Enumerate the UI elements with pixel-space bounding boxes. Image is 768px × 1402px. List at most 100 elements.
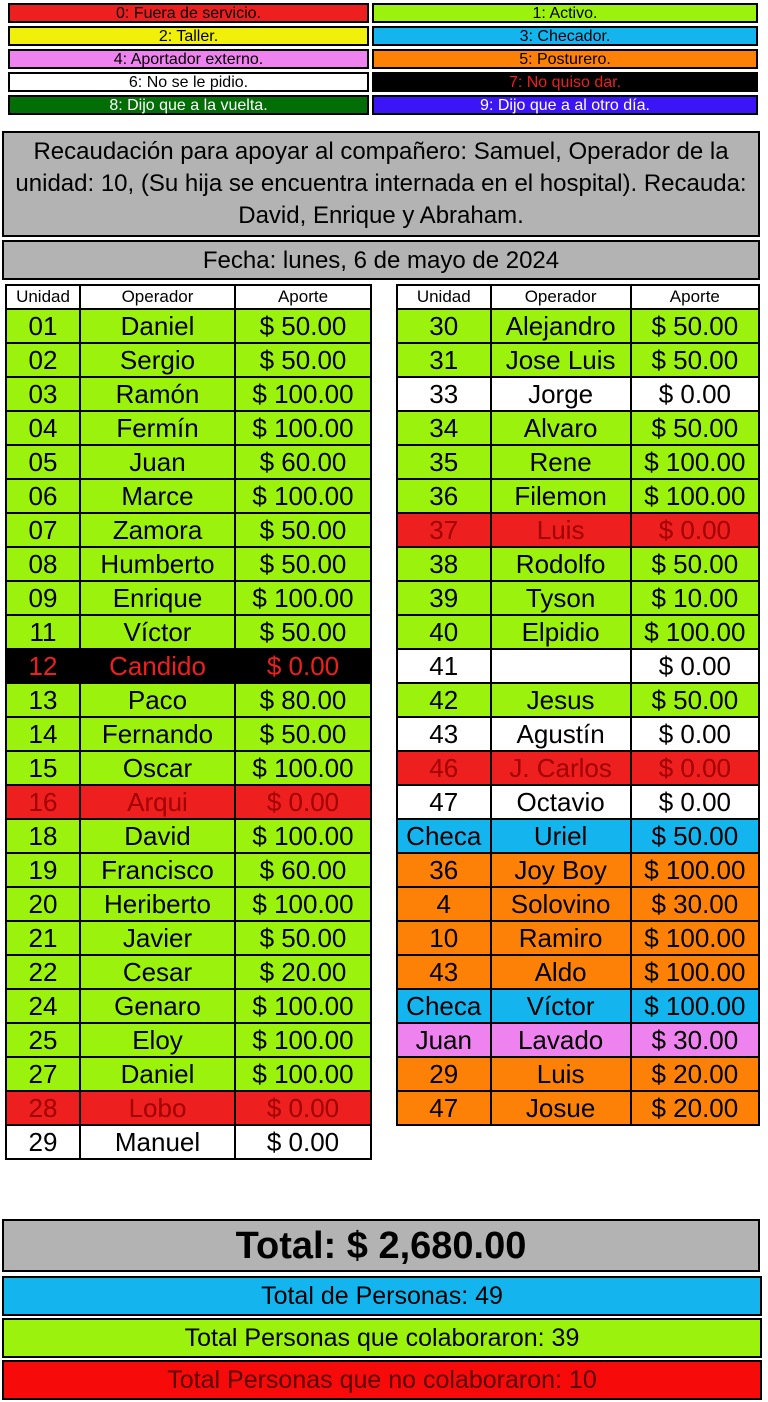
cell-operador: Arqui	[79, 784, 236, 820]
cell-unidad: 24	[5, 988, 81, 1024]
cell-operador: Lobo	[79, 1090, 236, 1126]
table-row: 43 Agustín $ 0.00	[396, 716, 761, 752]
table-row: 02 Sergio $ 50.00	[5, 342, 372, 378]
table-row: 28 Lobo $ 0.00	[5, 1090, 372, 1126]
cell-unidad: 02	[5, 342, 81, 378]
total-people: Total de Personas: 49	[2, 1276, 762, 1316]
table-row: 01 Daniel $ 50.00	[5, 308, 372, 344]
table-row: 30 Alejandro $ 50.00	[396, 308, 761, 344]
cell-aporte: $ 0.00	[629, 648, 761, 684]
cell-unidad: 13	[5, 682, 81, 718]
cell-unidad: 11	[5, 614, 81, 650]
cell-operador: Enrique	[79, 580, 236, 616]
cell-aporte: $ 50.00	[234, 716, 372, 752]
non-contributors-count: Total Personas que no colaboraron: 10	[2, 1360, 762, 1400]
cell-aporte: $ 80.00	[234, 682, 372, 718]
table-row: 04 Fermín $ 100.00	[5, 410, 372, 446]
table-row: 46 J. Carlos $ 0.00	[396, 750, 761, 786]
cell-unidad: 31	[396, 342, 492, 378]
cell-operador: Tyson	[489, 580, 632, 616]
header-operador: Operador	[489, 284, 632, 310]
cell-operador: Joy Boy	[489, 852, 632, 888]
table-row: 31 Jose Luis $ 50.00	[396, 342, 761, 378]
fundraising-title: Recaudación para apoyar al compañero: Sa…	[2, 131, 760, 237]
table-row: 40 Elpidio $ 100.00	[396, 614, 761, 650]
cell-operador: Elpidio	[489, 614, 632, 650]
cell-operador: Cesar	[79, 954, 236, 990]
table-row: 35 Rene $ 100.00	[396, 444, 761, 480]
cell-unidad: 38	[396, 546, 492, 582]
cell-operador: Marce	[79, 478, 236, 514]
table-row: 47 Octavio $ 0.00	[396, 784, 761, 820]
cell-operador: Paco	[79, 682, 236, 718]
table-row: 03 Ramón $ 100.00	[5, 376, 372, 412]
table-row: 05 Juan $ 60.00	[5, 444, 372, 480]
table-row: 24 Genaro $ 100.00	[5, 988, 372, 1024]
cell-aporte: $ 50.00	[234, 512, 372, 548]
table-row: Checa Víctor $ 100.00	[396, 988, 761, 1024]
cell-aporte: $ 0.00	[629, 750, 761, 786]
cell-operador: Alejandro	[489, 308, 632, 344]
table-row: 09 Enrique $ 100.00	[5, 580, 372, 616]
table-row: 43 Aldo $ 100.00	[396, 954, 761, 990]
cell-aporte: $ 50.00	[234, 920, 372, 956]
cell-aporte: $ 50.00	[629, 342, 761, 378]
table-row: 37 Luis $ 0.00	[396, 512, 761, 548]
cell-aporte: $ 100.00	[234, 478, 372, 514]
cell-unidad: 06	[5, 478, 81, 514]
cell-unidad: 25	[5, 1022, 81, 1058]
cell-aporte: $ 50.00	[234, 308, 372, 344]
contributions-table-left: Unidad Operador Aporte 01 Daniel $ 50.00 02…	[5, 284, 372, 1160]
cell-operador: Rene	[489, 444, 632, 480]
cell-aporte: $ 60.00	[234, 444, 372, 480]
table-row: 34 Alvaro $ 50.00	[396, 410, 761, 446]
cell-operador: Genaro	[79, 988, 236, 1024]
cell-operador: Juan	[79, 444, 236, 480]
header-aporte: Aporte	[629, 284, 761, 310]
legend-item-5: 5: Posturero.	[372, 49, 758, 69]
table-row: Checa Uriel $ 50.00	[396, 818, 761, 854]
cell-unidad: 10	[396, 920, 492, 956]
table-row: 20 Heriberto $ 100.00	[5, 886, 372, 922]
cell-aporte: $ 0.00	[234, 1090, 372, 1126]
cell-aporte: $ 10.00	[629, 580, 761, 616]
cell-operador: Ramiro	[489, 920, 632, 956]
cell-unidad: 07	[5, 512, 81, 548]
cell-operador: J. Carlos	[489, 750, 632, 786]
cell-operador: Jose Luis	[489, 342, 632, 378]
cell-unidad: 22	[5, 954, 81, 990]
legend-item-2: 2: Taller.	[8, 26, 369, 46]
header-unidad: Unidad	[5, 284, 81, 310]
cell-unidad: 37	[396, 512, 492, 548]
cell-operador: Javier	[79, 920, 236, 956]
header-operador: Operador	[79, 284, 236, 310]
cell-unidad: 36	[396, 852, 492, 888]
cell-aporte: $ 20.00	[629, 1056, 761, 1092]
cell-aporte: $ 50.00	[234, 614, 372, 650]
cell-unidad: 09	[5, 580, 81, 616]
cell-aporte: $ 100.00	[629, 478, 761, 514]
cell-unidad: 4	[396, 886, 492, 922]
cell-unidad: 43	[396, 954, 492, 990]
cell-unidad: 33	[396, 376, 492, 412]
table-row: 33 Jorge $ 0.00	[396, 376, 761, 412]
legend-item-3: 3: Checador.	[372, 26, 758, 46]
header-aporte: Aporte	[234, 284, 372, 310]
table-header: Unidad Operador Aporte	[396, 284, 761, 310]
legend-item-7: 7: No quiso dar.	[372, 72, 758, 92]
table-row: 21 Javier $ 50.00	[5, 920, 372, 956]
table-row: 36 Joy Boy $ 100.00	[396, 852, 761, 888]
cell-aporte: $ 50.00	[629, 410, 761, 446]
cell-operador: Lavado	[489, 1022, 632, 1058]
cell-operador	[489, 648, 632, 684]
cell-operador: Luis	[489, 512, 632, 548]
table-row: 41 $ 0.00	[396, 648, 761, 684]
table-header: Unidad Operador Aporte	[5, 284, 372, 310]
table-row: 15 Oscar $ 100.00	[5, 750, 372, 786]
cell-operador: Oscar	[79, 750, 236, 786]
legend-item-0: 0: Fuera de servicio.	[8, 3, 369, 23]
cell-unidad: 42	[396, 682, 492, 718]
cell-unidad: 18	[5, 818, 81, 854]
cell-unidad: 35	[396, 444, 492, 480]
cell-operador: Luis	[489, 1056, 632, 1092]
